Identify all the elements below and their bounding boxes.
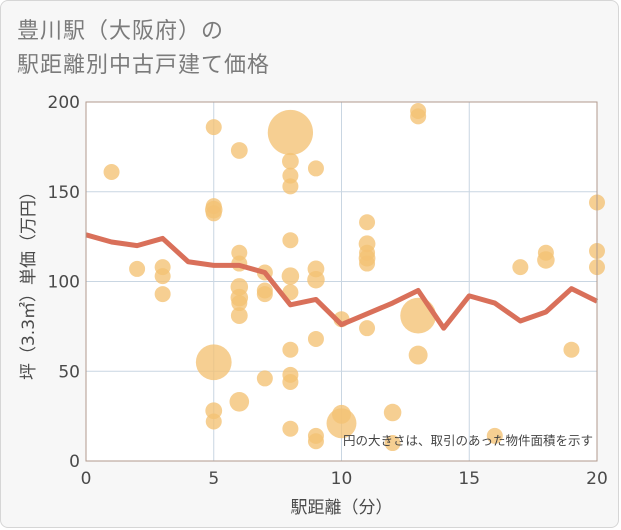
bubble-point — [282, 374, 299, 391]
x-tick-label: 0 — [81, 469, 92, 489]
bubble-point — [282, 178, 299, 195]
bubble-point — [195, 344, 232, 381]
bubble-point — [231, 295, 248, 312]
bubble-point — [103, 164, 120, 181]
bubble-point — [563, 341, 580, 358]
plot-frame — [85, 101, 598, 462]
y-tick-label: 50 — [58, 362, 80, 382]
bubble-point — [154, 286, 171, 303]
bubble-point — [359, 320, 376, 337]
bubble-point — [282, 420, 299, 437]
bubble-point — [410, 108, 427, 125]
bubble-point — [282, 152, 299, 170]
bubble-point — [267, 109, 314, 156]
x-tick-label: 15 — [458, 469, 480, 489]
bubble-point — [408, 345, 428, 365]
bubble-point — [230, 142, 248, 159]
y-tick-label: 100 — [48, 273, 80, 293]
chart-title: 豊川駅（大阪府）の 駅距離別中古戸建て価格 — [17, 15, 270, 83]
y-tick-label: 0 — [69, 452, 80, 472]
bubble-point — [204, 200, 223, 219]
bubble-point — [512, 259, 529, 276]
bubble-point — [307, 433, 324, 450]
bubble-point — [281, 267, 300, 285]
y-axis-ticks: 0 50 100 150 200 — [48, 93, 80, 472]
average-price-line — [85, 232, 599, 331]
x-tick-label: 10 — [331, 469, 353, 489]
y-tick-label: 200 — [48, 93, 80, 113]
bubble-point — [307, 330, 324, 347]
x-axis-ticks: 0 5 10 15 20 — [81, 469, 608, 489]
bubble-point — [154, 268, 171, 285]
bubble-point — [359, 255, 376, 272]
x-tick-label: 20 — [586, 469, 608, 489]
bubble-point — [229, 391, 250, 412]
bubble-point — [205, 119, 222, 136]
bubble-point — [400, 297, 437, 334]
chart-title-line-2: 駅距離別中古戸建て価格 — [17, 53, 271, 78]
bubble-point — [256, 286, 273, 303]
bubble-point — [384, 435, 401, 452]
bubble-point — [230, 307, 248, 324]
bubble-point — [307, 270, 325, 289]
bubble-point — [205, 413, 222, 430]
y-axis-label: 坪（3.3㎡）単価（万円） — [19, 183, 39, 380]
bubble-point — [282, 232, 299, 249]
chart-title-line-1: 豊川駅（大阪府）の — [17, 19, 225, 44]
y-tick-label: 150 — [48, 183, 80, 203]
bubble-point — [256, 370, 273, 387]
bubble-point — [486, 427, 503, 444]
x-axis-label: 駅距離（分） — [291, 498, 393, 518]
bubble-point — [359, 214, 376, 231]
bubble-point — [129, 260, 146, 277]
x-tick-label: 5 — [208, 469, 219, 489]
bubble-size-note: 円の大きさは、取引のあった物件面積を示す — [343, 433, 593, 448]
bubble-point — [537, 251, 555, 269]
bubble-point — [383, 403, 402, 422]
bubble-point — [307, 160, 324, 177]
bubble-point — [326, 408, 357, 439]
bubble-point — [282, 341, 299, 358]
